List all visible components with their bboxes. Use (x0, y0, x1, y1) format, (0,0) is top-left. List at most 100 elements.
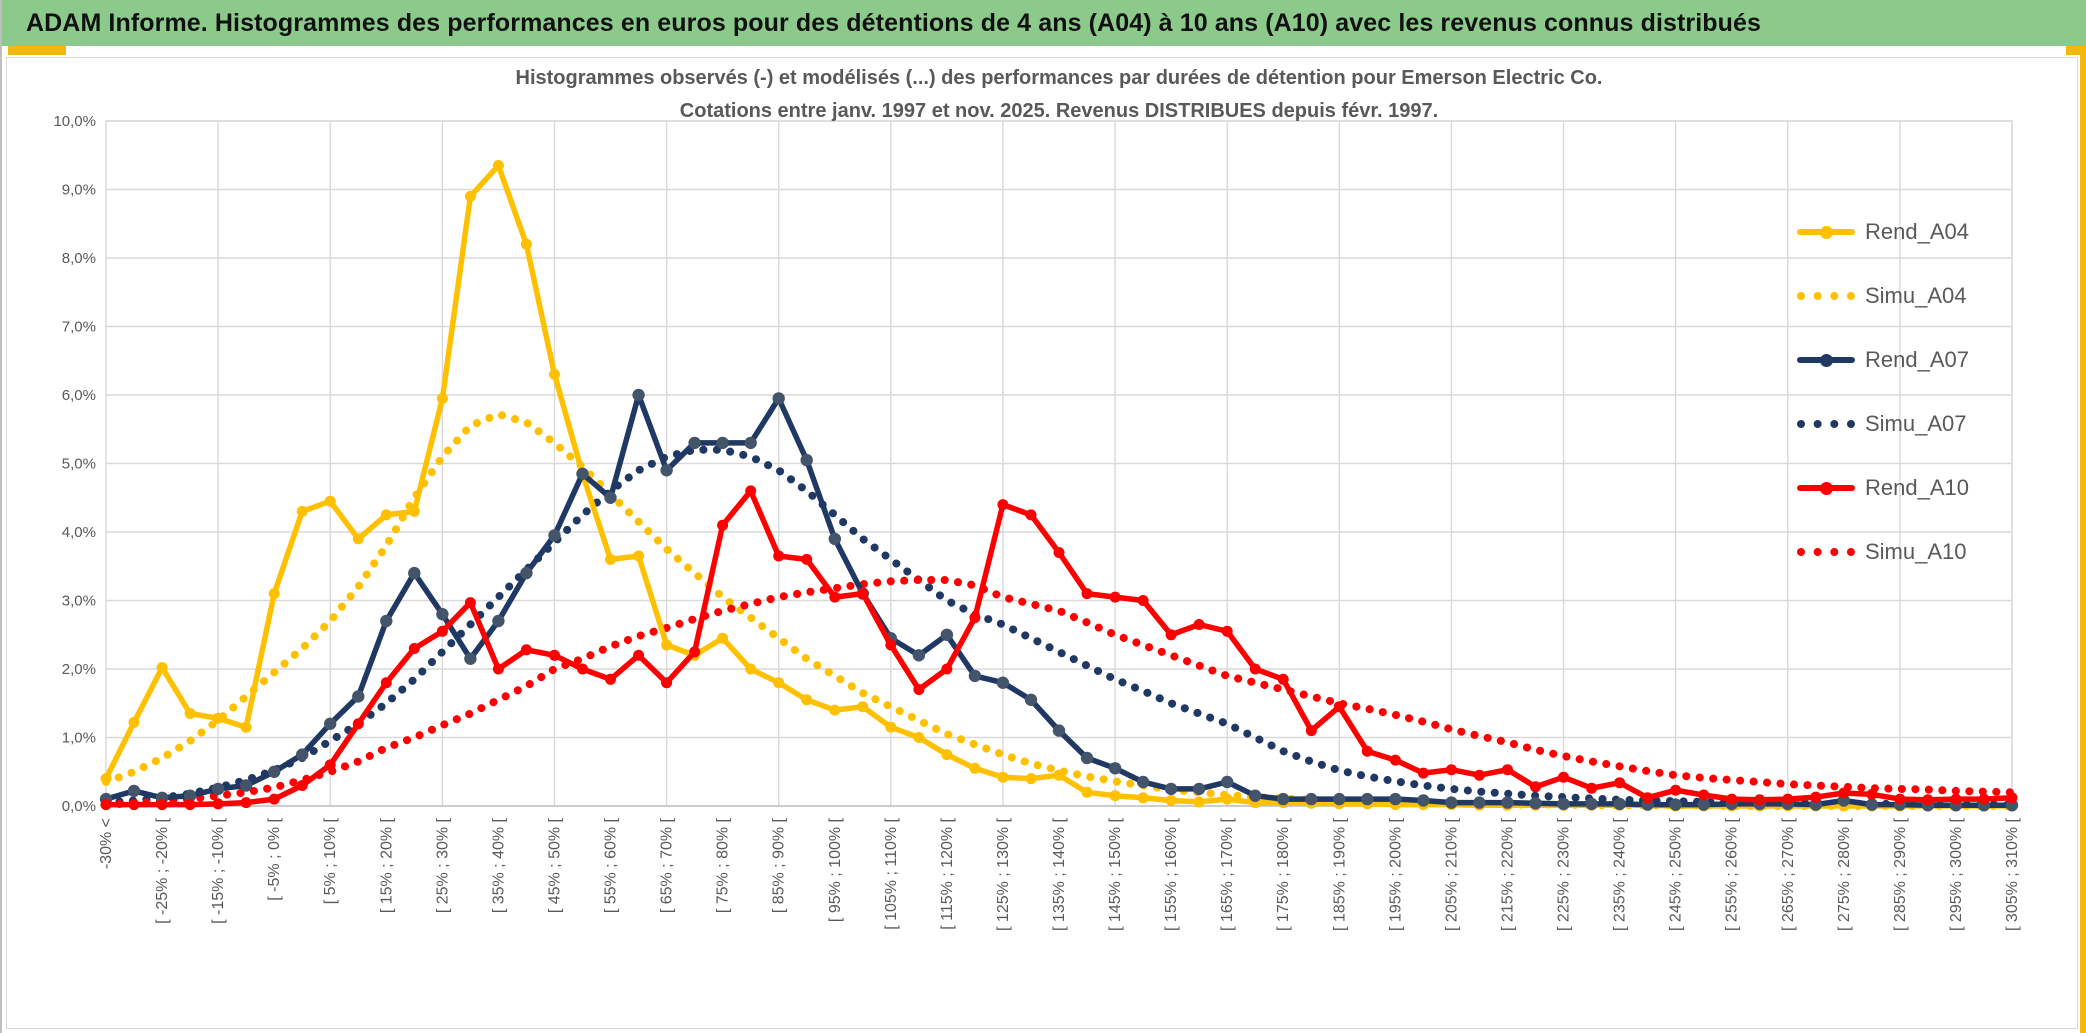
data-point (1249, 663, 1261, 675)
x-tick-label: [ 205% ; 210% [ (1443, 817, 1460, 931)
series-Rend_A07 (99, 388, 2019, 812)
data-point (380, 677, 392, 689)
data-point (773, 677, 785, 689)
data-point (240, 797, 252, 809)
data-point (1193, 796, 1205, 808)
data-point (1642, 792, 1654, 804)
data-point (1502, 764, 1513, 776)
page-right-gold-border (2080, 44, 2086, 1033)
page-left-border (0, 0, 2, 1033)
y-axis-labels: 10,0% 9,0% 8,0% 7,0% 6,0% 5,0% 4,0% 3,0% 2,0% 1,0… (53, 113, 96, 815)
data-point (1108, 762, 1122, 775)
data-point (352, 690, 365, 703)
data-point (604, 491, 617, 504)
chart-title-line2: Cotations entre janv. 1997 et nov. 2025.… (679, 100, 1439, 122)
legend-item-rend-a07[interactable]: Rend_A07 (1797, 340, 2037, 380)
data-point (605, 673, 616, 685)
data-point (268, 588, 280, 600)
chart-legend: Rend_A04 Simu_A04 Rend_A07 Simu_A07 Rend… (1797, 212, 2037, 596)
data-point (968, 669, 982, 683)
data-point (744, 436, 757, 450)
gold-accent-left (8, 46, 66, 55)
legend-item-rend-a10[interactable]: Rend_A10 (1797, 468, 2037, 508)
rend-a04-line-sample (1797, 225, 1855, 239)
data-point (324, 495, 336, 507)
data-point (100, 799, 112, 811)
data-point (1081, 786, 1093, 798)
x-tick-label: [ 285% ; 290% [ (1892, 817, 1909, 931)
data-point (688, 436, 701, 450)
data-point (1165, 629, 1177, 641)
data-point (1389, 754, 1401, 766)
data-point (1053, 769, 1065, 781)
x-tick-label: [ 135% ; 140% [ (1051, 817, 1068, 931)
legend-label: Rend_A10 (1865, 475, 1969, 500)
legend-item-simu-a10[interactable]: Simu_A10 (1797, 532, 2037, 572)
data-point (100, 773, 112, 785)
data-point (1221, 625, 1233, 637)
data-point (1866, 788, 1878, 800)
data-point (1698, 789, 1710, 801)
x-tick-label: [ 275% ; 280% [ (1836, 817, 1853, 931)
data-point (1978, 793, 1990, 805)
y-tick-label: 10,0% (53, 113, 96, 130)
data-point (716, 436, 729, 450)
rend-a10-line-sample (1797, 481, 1855, 495)
y-tick-label: 7,0% (62, 319, 96, 336)
x-tick-label: [ 35% ; 40% [ (490, 817, 507, 913)
data-point (128, 716, 140, 728)
data-point (1052, 724, 1066, 737)
data-point (829, 591, 841, 603)
data-point (211, 782, 225, 796)
data-point (633, 550, 645, 562)
data-point (1361, 792, 1374, 806)
data-point (913, 684, 925, 695)
data-point (969, 612, 981, 624)
legend-item-simu-a04[interactable]: Simu_A04 (1797, 276, 2037, 316)
legend-item-rend-a04[interactable]: Rend_A04 (1797, 212, 2037, 252)
data-point (128, 799, 140, 811)
data-point (576, 467, 589, 480)
data-point (1950, 793, 1962, 805)
data-point (997, 499, 1009, 511)
legend-item-simu-a07[interactable]: Simu_A07 (1797, 404, 2037, 444)
chart-title-line1: Histogrammes observés (-) et modélisés (… (515, 67, 1603, 89)
legend-label: Simu_A10 (1865, 539, 1967, 564)
data-point (1445, 764, 1457, 776)
x-tick-label: [ 245% ; 250% [ (1668, 817, 1685, 931)
x-tick-label: [ 115% ; 120% [ (939, 817, 956, 929)
data-point (127, 784, 141, 798)
data-point (1586, 782, 1598, 794)
data-point (212, 712, 224, 724)
y-tick-label: 6,0% (62, 387, 96, 404)
y-tick-label: 3,0% (62, 593, 96, 610)
data-point (912, 649, 926, 662)
legend-label: Simu_A04 (1865, 283, 1967, 308)
x-tick-label: [ -15% ; -10% [ (210, 817, 227, 923)
simu-a10-line-sample (1797, 548, 1855, 556)
data-point (1025, 509, 1037, 521)
data-point (1473, 769, 1485, 781)
data-point (661, 677, 673, 689)
data-point (520, 238, 532, 250)
data-point (660, 464, 673, 477)
data-point (156, 799, 168, 811)
data-point (520, 644, 532, 656)
x-tick-label: [ 265% ; 270% [ (1780, 817, 1797, 931)
x-tick-label: [ 185% ; 190% [ (1331, 817, 1348, 931)
data-point (1165, 795, 1177, 806)
data-point (1081, 588, 1093, 600)
data-point (632, 388, 645, 402)
data-point (1670, 784, 1682, 796)
gold-accent-right (2066, 46, 2082, 55)
data-point (1754, 794, 1766, 806)
data-point (1080, 751, 1094, 765)
x-tick-label: [ 155% ; 160% [ (1163, 817, 1180, 931)
x-tick-label: [ 305% ; 310% [ (2004, 817, 2021, 931)
data-point (549, 649, 560, 661)
data-point (996, 676, 1010, 689)
data-point (800, 453, 813, 467)
data-point (324, 759, 336, 771)
data-point (1530, 781, 1541, 793)
data-point (661, 639, 673, 651)
